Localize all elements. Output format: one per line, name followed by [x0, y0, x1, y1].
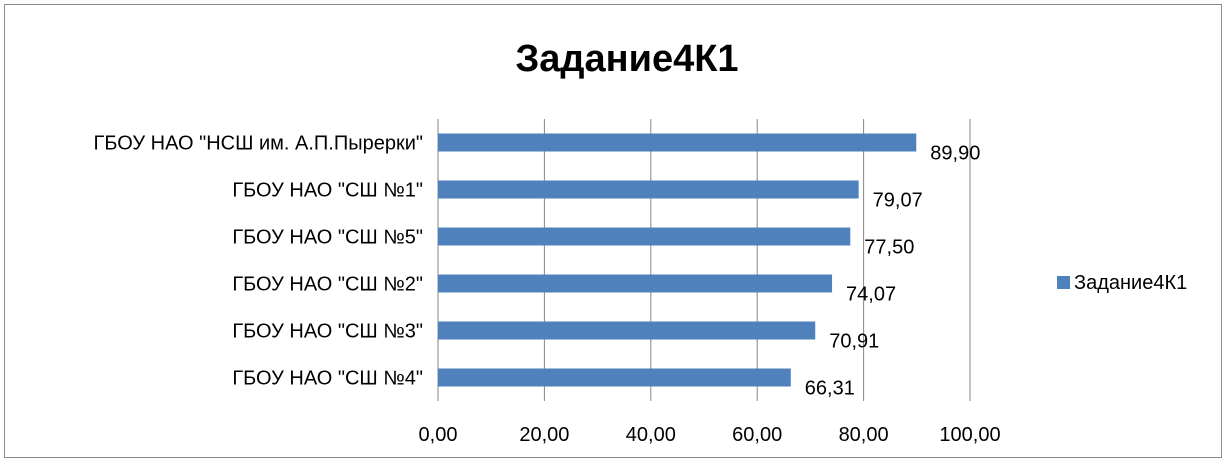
bars: [438, 133, 917, 387]
category-label: ГБОУ НАО "СШ №3": [232, 321, 423, 343]
x-tick-label: 0,00: [419, 424, 458, 446]
x-tick-label: 60,00: [732, 424, 782, 446]
data-label: 66,31: [805, 378, 855, 400]
chart-title: Задание4К1: [515, 38, 738, 80]
category-label: ГБОУ НАО "НСШ им. А.П.Пырерки": [94, 133, 423, 155]
category-label: ГБОУ НАО "СШ №4": [232, 368, 423, 390]
data-label: 74,07: [846, 284, 896, 306]
data-label: 70,91: [829, 331, 879, 353]
data-labels: 89,90 79,07 77,50 74,07 70,91 66,31: [805, 143, 981, 400]
category-label: ГБОУ НАО "СШ №5": [232, 227, 423, 249]
bar: [438, 227, 851, 246]
bar: [438, 274, 833, 293]
category-label: ГБОУ НАО "СШ №1": [232, 180, 423, 202]
gridlines: [437, 119, 971, 401]
legend-swatch: [1057, 276, 1070, 289]
data-label: 89,90: [930, 143, 980, 165]
x-tick-label: 80,00: [839, 424, 889, 446]
bar: [438, 368, 791, 387]
x-tick-label: 20,00: [519, 424, 569, 446]
x-tick-label: 40,00: [626, 424, 676, 446]
bar: [438, 321, 816, 340]
bar: [438, 180, 859, 199]
legend: Задание4К1: [1057, 272, 1187, 294]
data-label: 77,50: [864, 237, 914, 259]
data-label: 79,07: [873, 190, 923, 212]
x-axis-ticks: 0,00 20,00 40,00 60,00 80,00 100,00: [419, 424, 1001, 446]
x-tick-label: 100,00: [939, 424, 1000, 446]
category-label: ГБОУ НАО "СШ №2": [232, 274, 423, 296]
chart-svg: Задание4К1 ГБОУ НАО "НСШ им. А.П.Пырерки…: [94, 38, 1188, 446]
bar: [438, 133, 917, 152]
category-labels: ГБОУ НАО "НСШ им. А.П.Пырерки" ГБОУ НАО "…: [94, 133, 423, 390]
chart-frame: Задание4К1 ГБОУ НАО "НСШ им. А.П.Пырерки…: [4, 4, 1222, 458]
legend-label: Задание4К1: [1074, 272, 1187, 294]
